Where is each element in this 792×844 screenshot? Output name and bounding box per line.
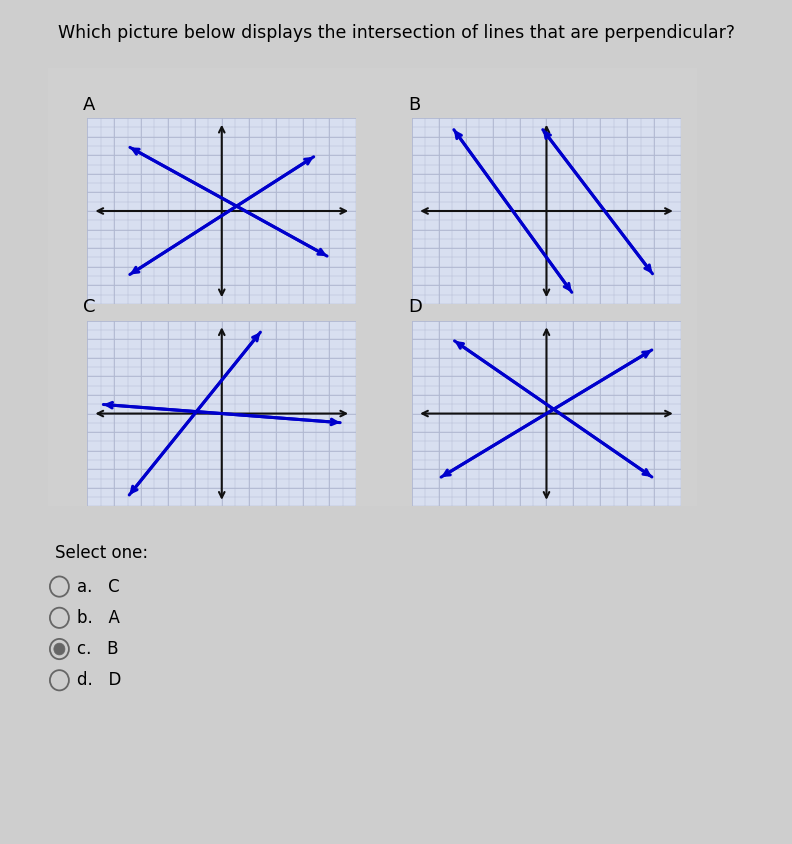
Text: Which picture below displays the intersection of lines that are perpendicular?: Which picture below displays the interse… xyxy=(58,24,734,41)
Text: D: D xyxy=(408,299,422,316)
Text: c.   B: c. B xyxy=(77,640,118,658)
Text: b.   A: b. A xyxy=(77,609,120,627)
Text: Select one:: Select one: xyxy=(55,544,149,562)
Text: B: B xyxy=(408,96,420,114)
Text: A: A xyxy=(83,96,96,114)
Text: C: C xyxy=(83,299,96,316)
Text: d.   D: d. D xyxy=(77,671,121,690)
Text: a.   C: a. C xyxy=(77,577,120,596)
